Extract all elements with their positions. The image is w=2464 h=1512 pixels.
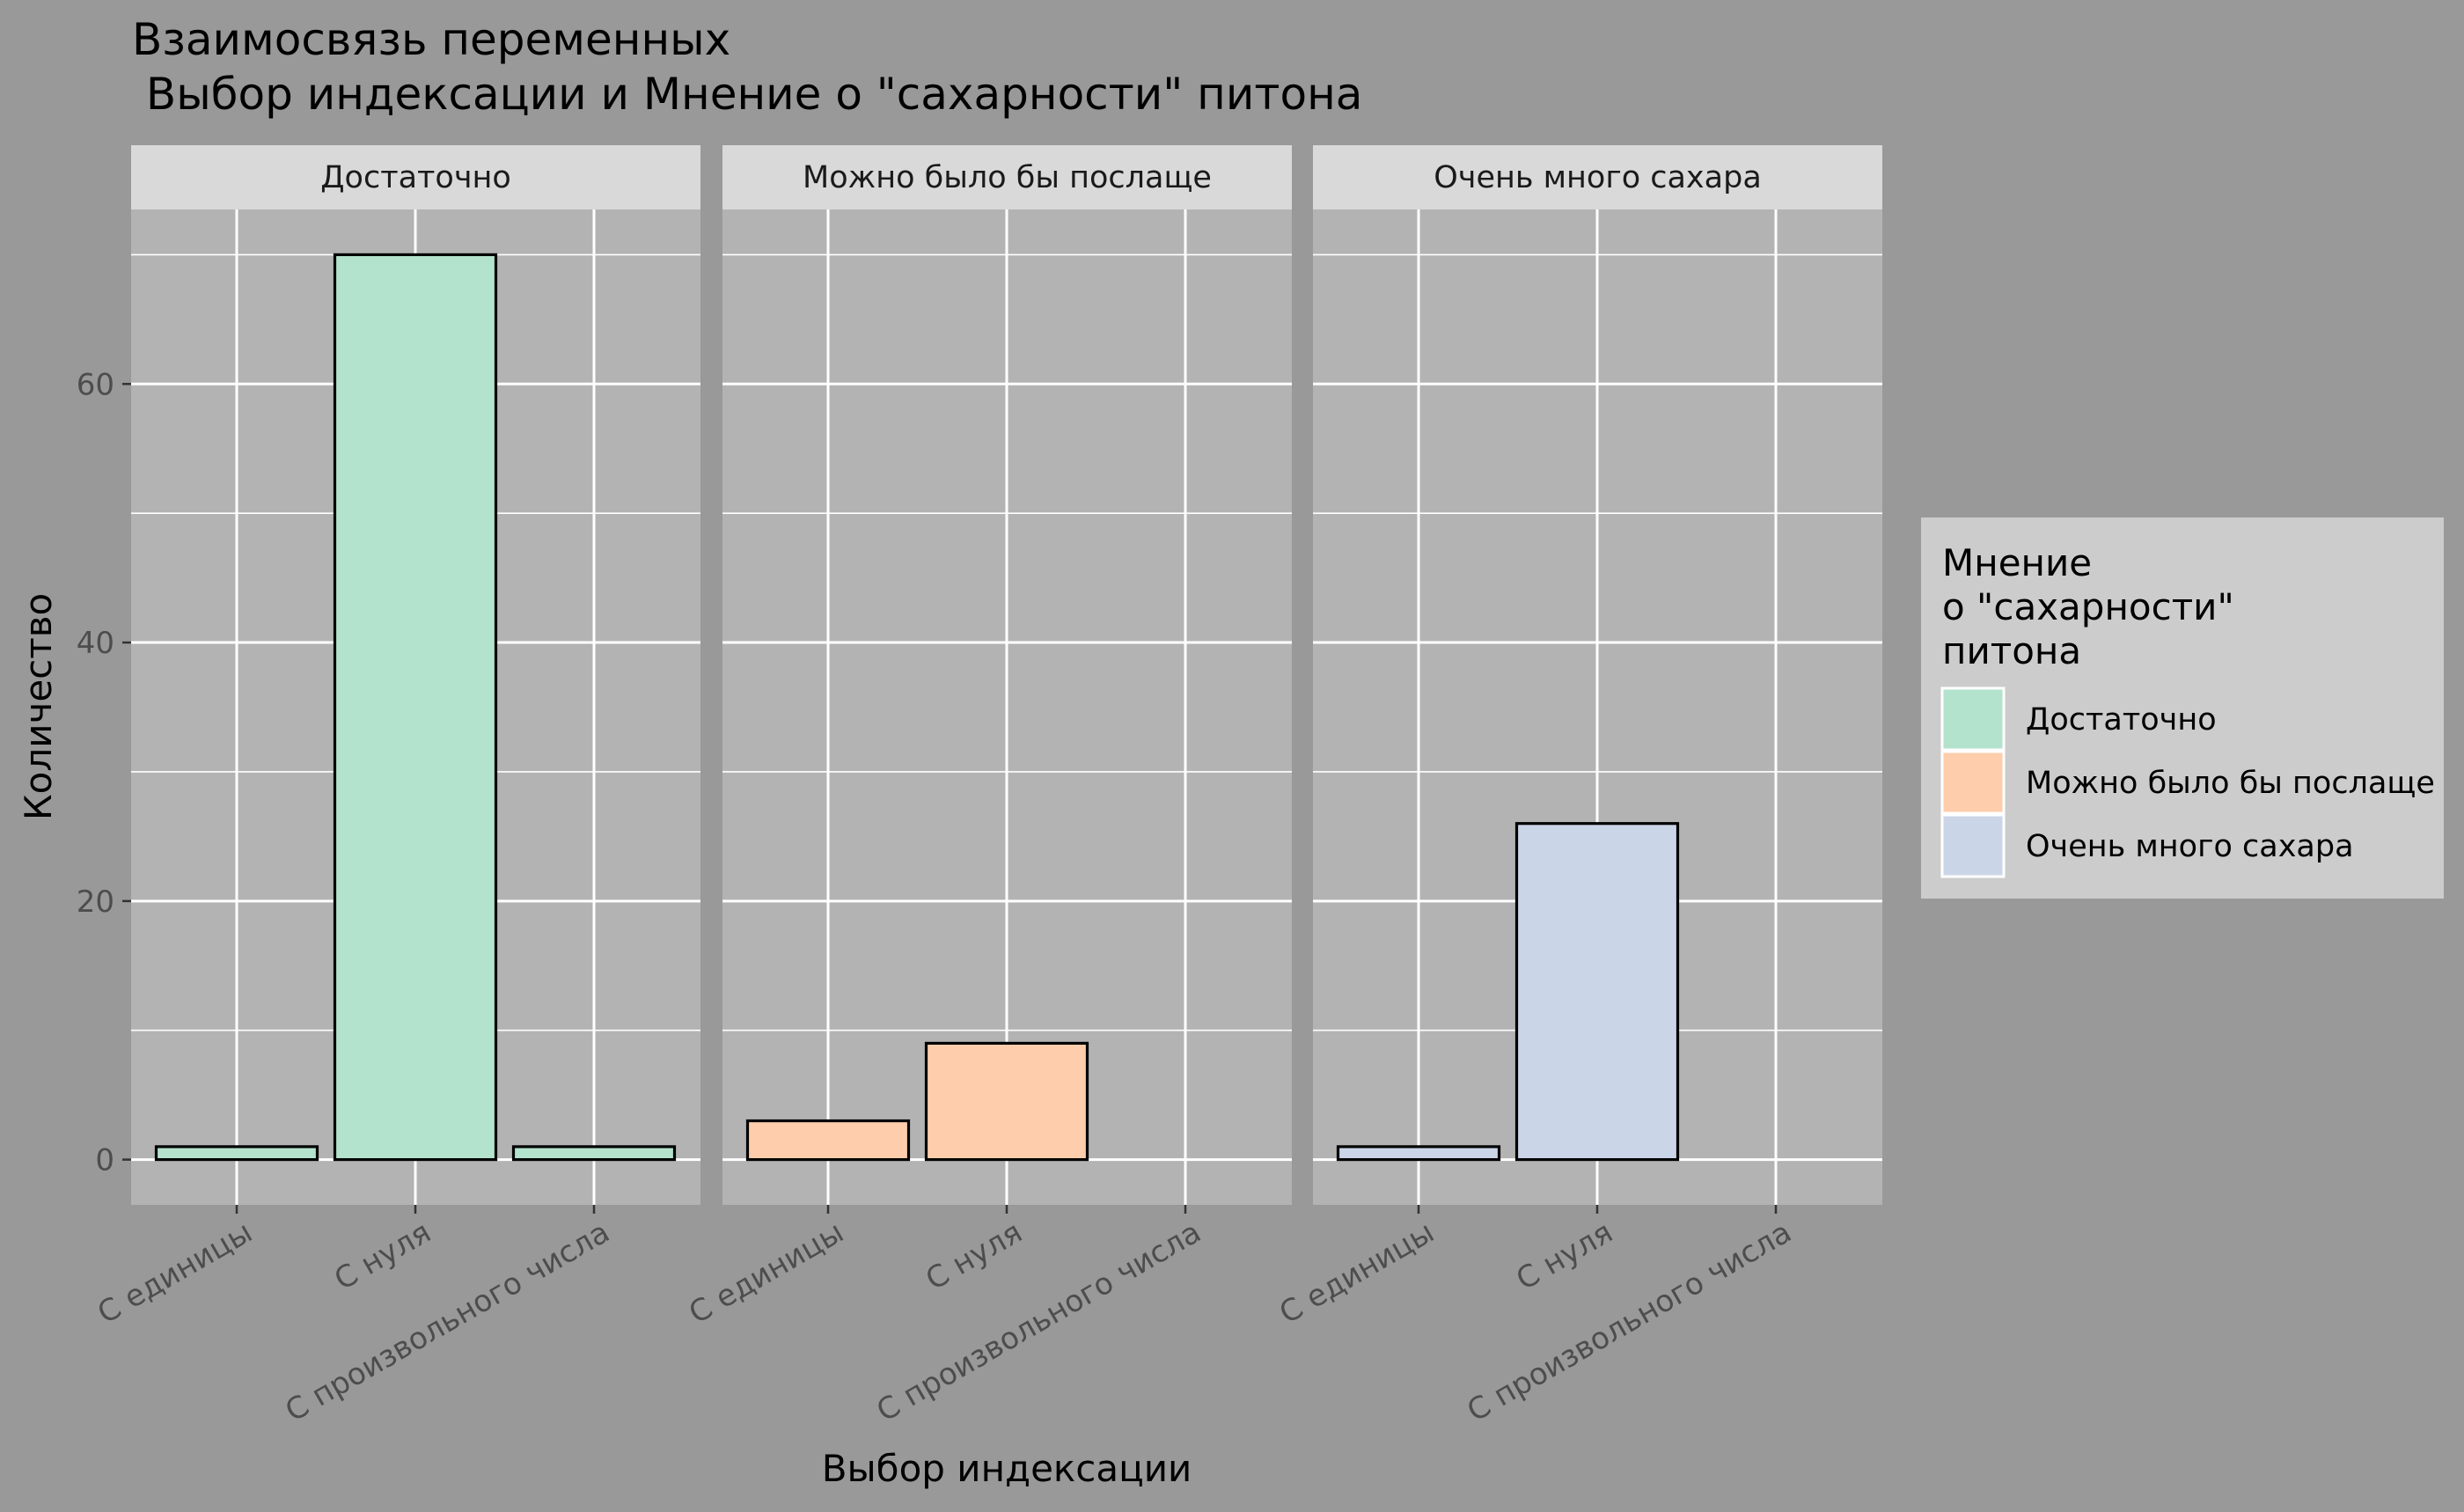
- bar: [511, 1145, 677, 1162]
- legend-title-line: питона: [1942, 629, 2081, 672]
- legend-title-line: о "сахарности": [1942, 585, 2234, 628]
- y-tick-label: 60: [77, 367, 114, 402]
- chart-title-line-2: Выбор индексации и Мнение о "сахарности"…: [132, 69, 1362, 120]
- legend-key: [1940, 750, 2006, 815]
- bar: [333, 253, 498, 1162]
- facet-strip: [1313, 145, 1882, 209]
- y-tick-label: 0: [95, 1143, 114, 1178]
- facet-strip-label: Достаточно: [320, 160, 511, 195]
- bar: [745, 1119, 911, 1162]
- chart-title-line-1: Взаимосвязь переменных: [132, 14, 730, 65]
- facet-strip: [131, 145, 700, 209]
- legend-label: Достаточно: [2026, 702, 2217, 738]
- facet-strip: [722, 145, 1292, 209]
- bar: [1514, 822, 1680, 1162]
- legend-key: [1940, 813, 2006, 878]
- y-axis: 0 20 40 60: [77, 367, 131, 1178]
- legend-background: [1921, 517, 2444, 899]
- legend-label: Очень много сахара: [2026, 829, 2354, 864]
- bar: [924, 1041, 1089, 1162]
- legend-title-line: Мнение: [1942, 541, 2092, 584]
- x-axis-title: Выбор индексации: [822, 1447, 1192, 1490]
- y-tick-label: 20: [77, 884, 114, 920]
- facet-strip-label: Можно было бы послаще: [803, 160, 1212, 195]
- legend-key: [1940, 686, 2006, 752]
- bar: [154, 1145, 319, 1162]
- y-tick-label: 40: [77, 626, 114, 661]
- y-axis-title: Количество: [17, 593, 60, 820]
- legend-label: Можно было бы послаще: [2026, 766, 2435, 801]
- facet-strip-label: Очень много сахара: [1434, 160, 1762, 195]
- bar: [1336, 1145, 1501, 1162]
